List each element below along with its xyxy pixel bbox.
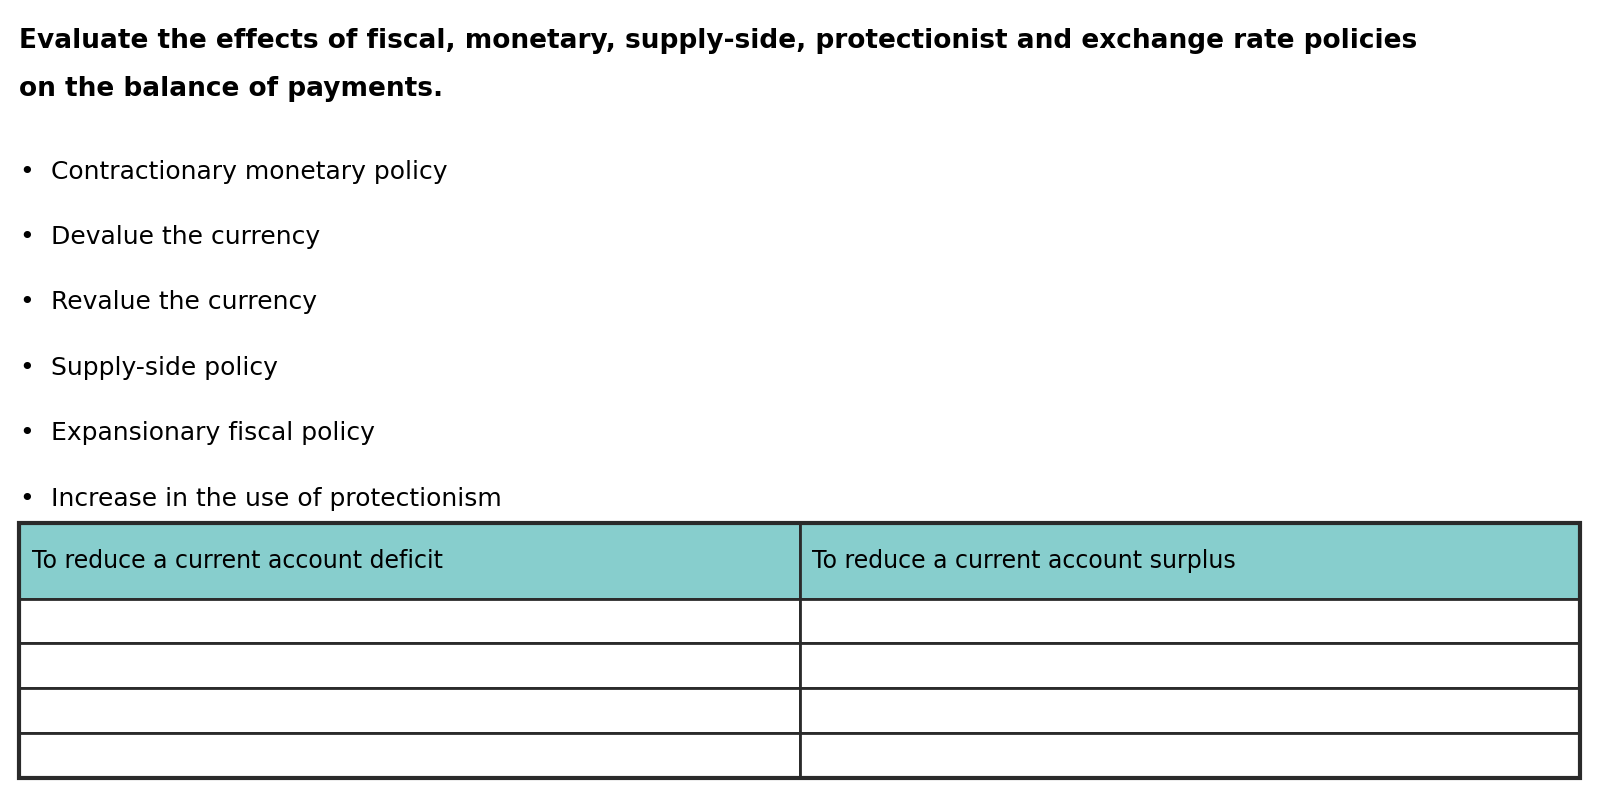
Text: Supply-side policy: Supply-side policy [51,356,278,380]
Bar [19,643,800,688]
Text: •: • [19,160,34,184]
Text: Evaluate the effects of fiscal, monetary, supply-side, protectionist and exchang: Evaluate the effects of fiscal, monetary… [19,28,1417,54]
Bar [19,523,800,598]
Text: Contractionary monetary policy: Contractionary monetary policy [51,160,448,184]
Bar [800,598,1580,643]
Bar [19,598,800,643]
Text: •: • [19,225,34,249]
Text: Expansionary fiscal policy: Expansionary fiscal policy [51,421,376,445]
Bar [19,523,1580,778]
Text: To reduce a current account surplus: To reduce a current account surplus [812,548,1236,573]
Bar [19,688,800,733]
Bar [800,733,1580,778]
Text: •: • [19,356,34,380]
Text: Devalue the currency: Devalue the currency [51,225,320,249]
Text: •: • [19,290,34,314]
Text: To reduce a current account deficit: To reduce a current account deficit [32,548,443,573]
Text: on the balance of payments.: on the balance of payments. [19,76,443,102]
Text: Increase in the use of protectionism: Increase in the use of protectionism [51,487,502,511]
Text: •: • [19,421,34,445]
Text: Revalue the currency: Revalue the currency [51,290,317,314]
Bar [800,523,1580,598]
Text: •: • [19,487,34,511]
Bar [19,733,800,778]
Bar [800,643,1580,688]
Bar [800,688,1580,733]
